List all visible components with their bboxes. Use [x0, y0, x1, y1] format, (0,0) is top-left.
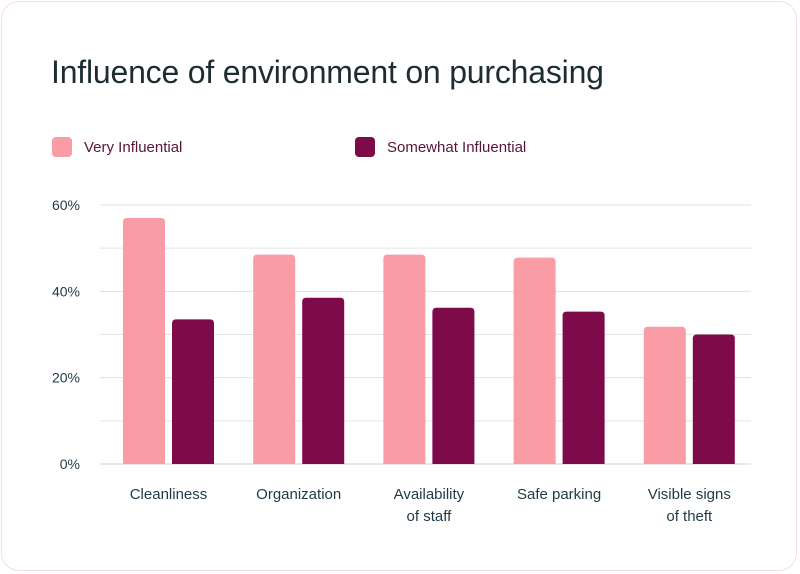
- legend-item-very-influential[interactable]: Very Influential: [52, 136, 182, 158]
- y-tick-label: 20%: [52, 370, 80, 386]
- bar-very-influential: [643, 326, 686, 464]
- legend-label-very-influential: Very Influential: [84, 138, 183, 156]
- x-tick-label-line: Cleanliness: [130, 486, 208, 503]
- x-tick-label-line: Visible signs: [648, 486, 731, 503]
- bar-very-influential: [253, 254, 296, 464]
- legend-swatch-very-influential: [52, 137, 72, 157]
- y-tick-label: 0%: [60, 456, 80, 472]
- x-tick-label-line: Organization: [256, 486, 341, 503]
- legend-swatch-somewhat-influential: [355, 137, 375, 157]
- bar-somewhat-influential: [562, 311, 605, 464]
- legend-item-somewhat-influential[interactable]: Somewhat Influential: [355, 136, 526, 158]
- bar-very-influential: [123, 217, 165, 464]
- x-tick-label-line: Safe parking: [517, 486, 601, 503]
- bar-somewhat-influential: [302, 297, 345, 464]
- bar-very-influential: [383, 254, 426, 464]
- x-tick-label: Visible signs of theft: [648, 486, 731, 525]
- x-tick-label: Cleanliness: [130, 486, 208, 503]
- bar-somewhat-influential: [432, 307, 475, 464]
- legend-label-somewhat-influential: Somewhat Influential: [387, 138, 527, 156]
- x-tick-label: Safe parking: [517, 486, 601, 503]
- bar-very-influential: [513, 257, 556, 464]
- x-tick-label: Organization: [256, 486, 341, 503]
- bar-somewhat-influential: [172, 319, 214, 464]
- x-tick-label-line: of staff: [407, 508, 453, 525]
- y-tick-label: 60%: [52, 197, 80, 213]
- x-tick-label: Availability of staff: [394, 486, 465, 525]
- y-tick-label: 40%: [52, 283, 80, 299]
- x-tick-label-line: of theft: [666, 508, 713, 525]
- chart-title: Influence of environment on purchasing: [51, 54, 604, 90]
- x-tick-label-line: Availability: [394, 486, 465, 503]
- bar-somewhat-influential: [692, 334, 735, 464]
